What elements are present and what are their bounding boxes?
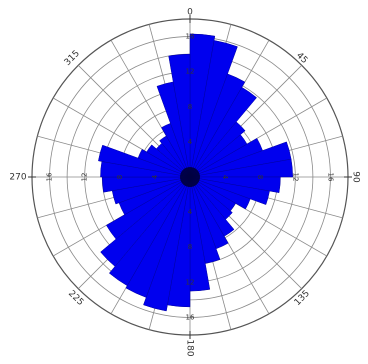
radial-label-8-west: 8 — [116, 175, 124, 179]
direction-label-270: 270 — [9, 173, 26, 183]
radial-label-12-east: 12 — [291, 173, 299, 182]
radial-label-16-west: 16 — [46, 172, 54, 181]
rose-petal-220 — [100, 176, 191, 267]
rose-petal-110 — [189, 176, 251, 210]
direction-label-135: 135 — [293, 289, 312, 308]
radial-label-4-south: 4 — [188, 208, 193, 216]
radial-label-16-north: 16 — [186, 33, 195, 41]
rose-petal-200 — [125, 176, 191, 298]
radial-label-4-west: 4 — [151, 174, 159, 179]
direction-label-90: 90 — [351, 171, 361, 183]
rose-petal-20 — [189, 73, 246, 178]
radial-label-8-east: 8 — [256, 175, 264, 179]
rose-petal-80 — [189, 158, 293, 178]
rose-petal-280 — [98, 144, 191, 178]
direction-label-45: 45 — [294, 51, 309, 66]
radial-label-16-east: 16 — [326, 173, 334, 182]
center-dot — [180, 167, 200, 187]
radial-label-12-south: 12 — [186, 278, 195, 286]
radial-label-12-west: 12 — [81, 173, 89, 182]
rose-petal-290 — [137, 149, 191, 178]
rose-petal-210 — [108, 176, 191, 287]
rose-petal-230 — [106, 176, 191, 240]
rose-petal-30 — [189, 86, 257, 178]
rose-petal-300 — [146, 144, 191, 178]
rose-petal-10 — [189, 40, 238, 178]
direction-label-180: 180 — [185, 339, 195, 356]
direction-label-0: 0 — [187, 8, 193, 18]
rose-petal-40 — [189, 121, 246, 178]
rose-petal-190 — [143, 176, 191, 312]
radial-label-12-north: 12 — [186, 68, 195, 76]
radial-label-4-east: 4 — [221, 175, 229, 180]
radial-label-16-south: 16 — [186, 313, 195, 321]
petal-layer — [98, 33, 293, 312]
rose-petal-350 — [168, 53, 191, 178]
radial-label-8-north: 8 — [188, 103, 192, 111]
direction-label-225: 225 — [66, 289, 85, 308]
radial-label-8-south: 8 — [188, 243, 192, 251]
rose-petal-100 — [189, 176, 270, 205]
center-layer — [180, 167, 200, 187]
radial-label-4-north: 4 — [188, 138, 193, 146]
